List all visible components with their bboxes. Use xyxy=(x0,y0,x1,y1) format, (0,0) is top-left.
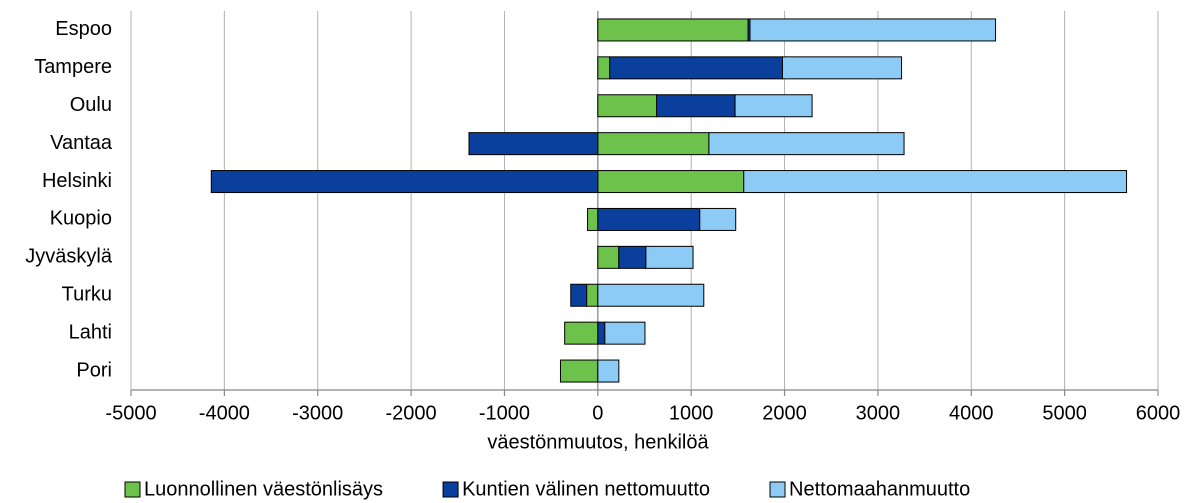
bar xyxy=(734,94,813,118)
x-tick-label: -3000 xyxy=(292,402,343,424)
x-tick-label: -2000 xyxy=(386,402,437,424)
y-tick-label: Oulu xyxy=(70,94,112,116)
bar xyxy=(597,245,620,269)
bar xyxy=(645,245,694,269)
bar xyxy=(656,94,736,118)
bar xyxy=(604,321,646,345)
y-tick-label: Espoo xyxy=(55,18,112,40)
x-tick-label: -5000 xyxy=(105,402,156,424)
legend-label: Kuntien välinen nettomuutto xyxy=(462,478,710,500)
bar xyxy=(699,207,737,231)
y-tick-label: Pori xyxy=(76,359,112,381)
x-tick-label: -4000 xyxy=(199,402,250,424)
bar xyxy=(587,207,599,231)
bar xyxy=(597,321,606,345)
bar xyxy=(743,170,1128,194)
bar xyxy=(597,132,710,156)
x-axis-label: väestönmuutos, henkilöä xyxy=(487,431,709,453)
legend-swatch xyxy=(124,481,141,498)
bar xyxy=(708,132,905,156)
bar xyxy=(597,283,705,307)
bar xyxy=(749,18,997,42)
bar xyxy=(609,56,783,80)
bar xyxy=(597,94,658,118)
bar xyxy=(559,359,599,383)
legend-label: Luonnollinen väestönlisäys xyxy=(144,478,383,500)
bar xyxy=(597,56,611,80)
x-tick-label: 0 xyxy=(592,402,603,424)
bar xyxy=(597,170,745,194)
bar xyxy=(597,359,620,383)
x-tick-label: 2000 xyxy=(762,402,807,424)
bar xyxy=(210,170,599,194)
bar xyxy=(570,283,588,307)
x-tick-label: 6000 xyxy=(1136,402,1181,424)
y-tick-label: Turku xyxy=(62,284,112,306)
y-tick-label: Jyväskylä xyxy=(25,246,113,268)
legend-swatch xyxy=(769,481,786,498)
x-tick-label: 4000 xyxy=(949,402,994,424)
bar xyxy=(597,207,701,231)
y-tick-label: Helsinki xyxy=(42,170,112,192)
bar xyxy=(468,132,599,156)
y-tick-label: Kuopio xyxy=(50,208,112,230)
bar xyxy=(597,18,749,42)
bar xyxy=(781,56,903,80)
y-tick-label: Lahti xyxy=(69,321,112,343)
bar xyxy=(564,321,599,345)
x-tick-label: 1000 xyxy=(669,402,714,424)
legend-label: Nettomaahanmuutto xyxy=(789,478,970,500)
x-tick-label: -1000 xyxy=(479,402,530,424)
x-tick-label: 5000 xyxy=(1042,402,1087,424)
bar xyxy=(586,283,599,307)
y-tick-label: Tampere xyxy=(34,56,112,78)
legend-swatch xyxy=(442,481,459,498)
x-tick-label: 3000 xyxy=(856,402,901,424)
bar xyxy=(618,245,647,269)
y-tick-label: Vantaa xyxy=(50,132,113,154)
